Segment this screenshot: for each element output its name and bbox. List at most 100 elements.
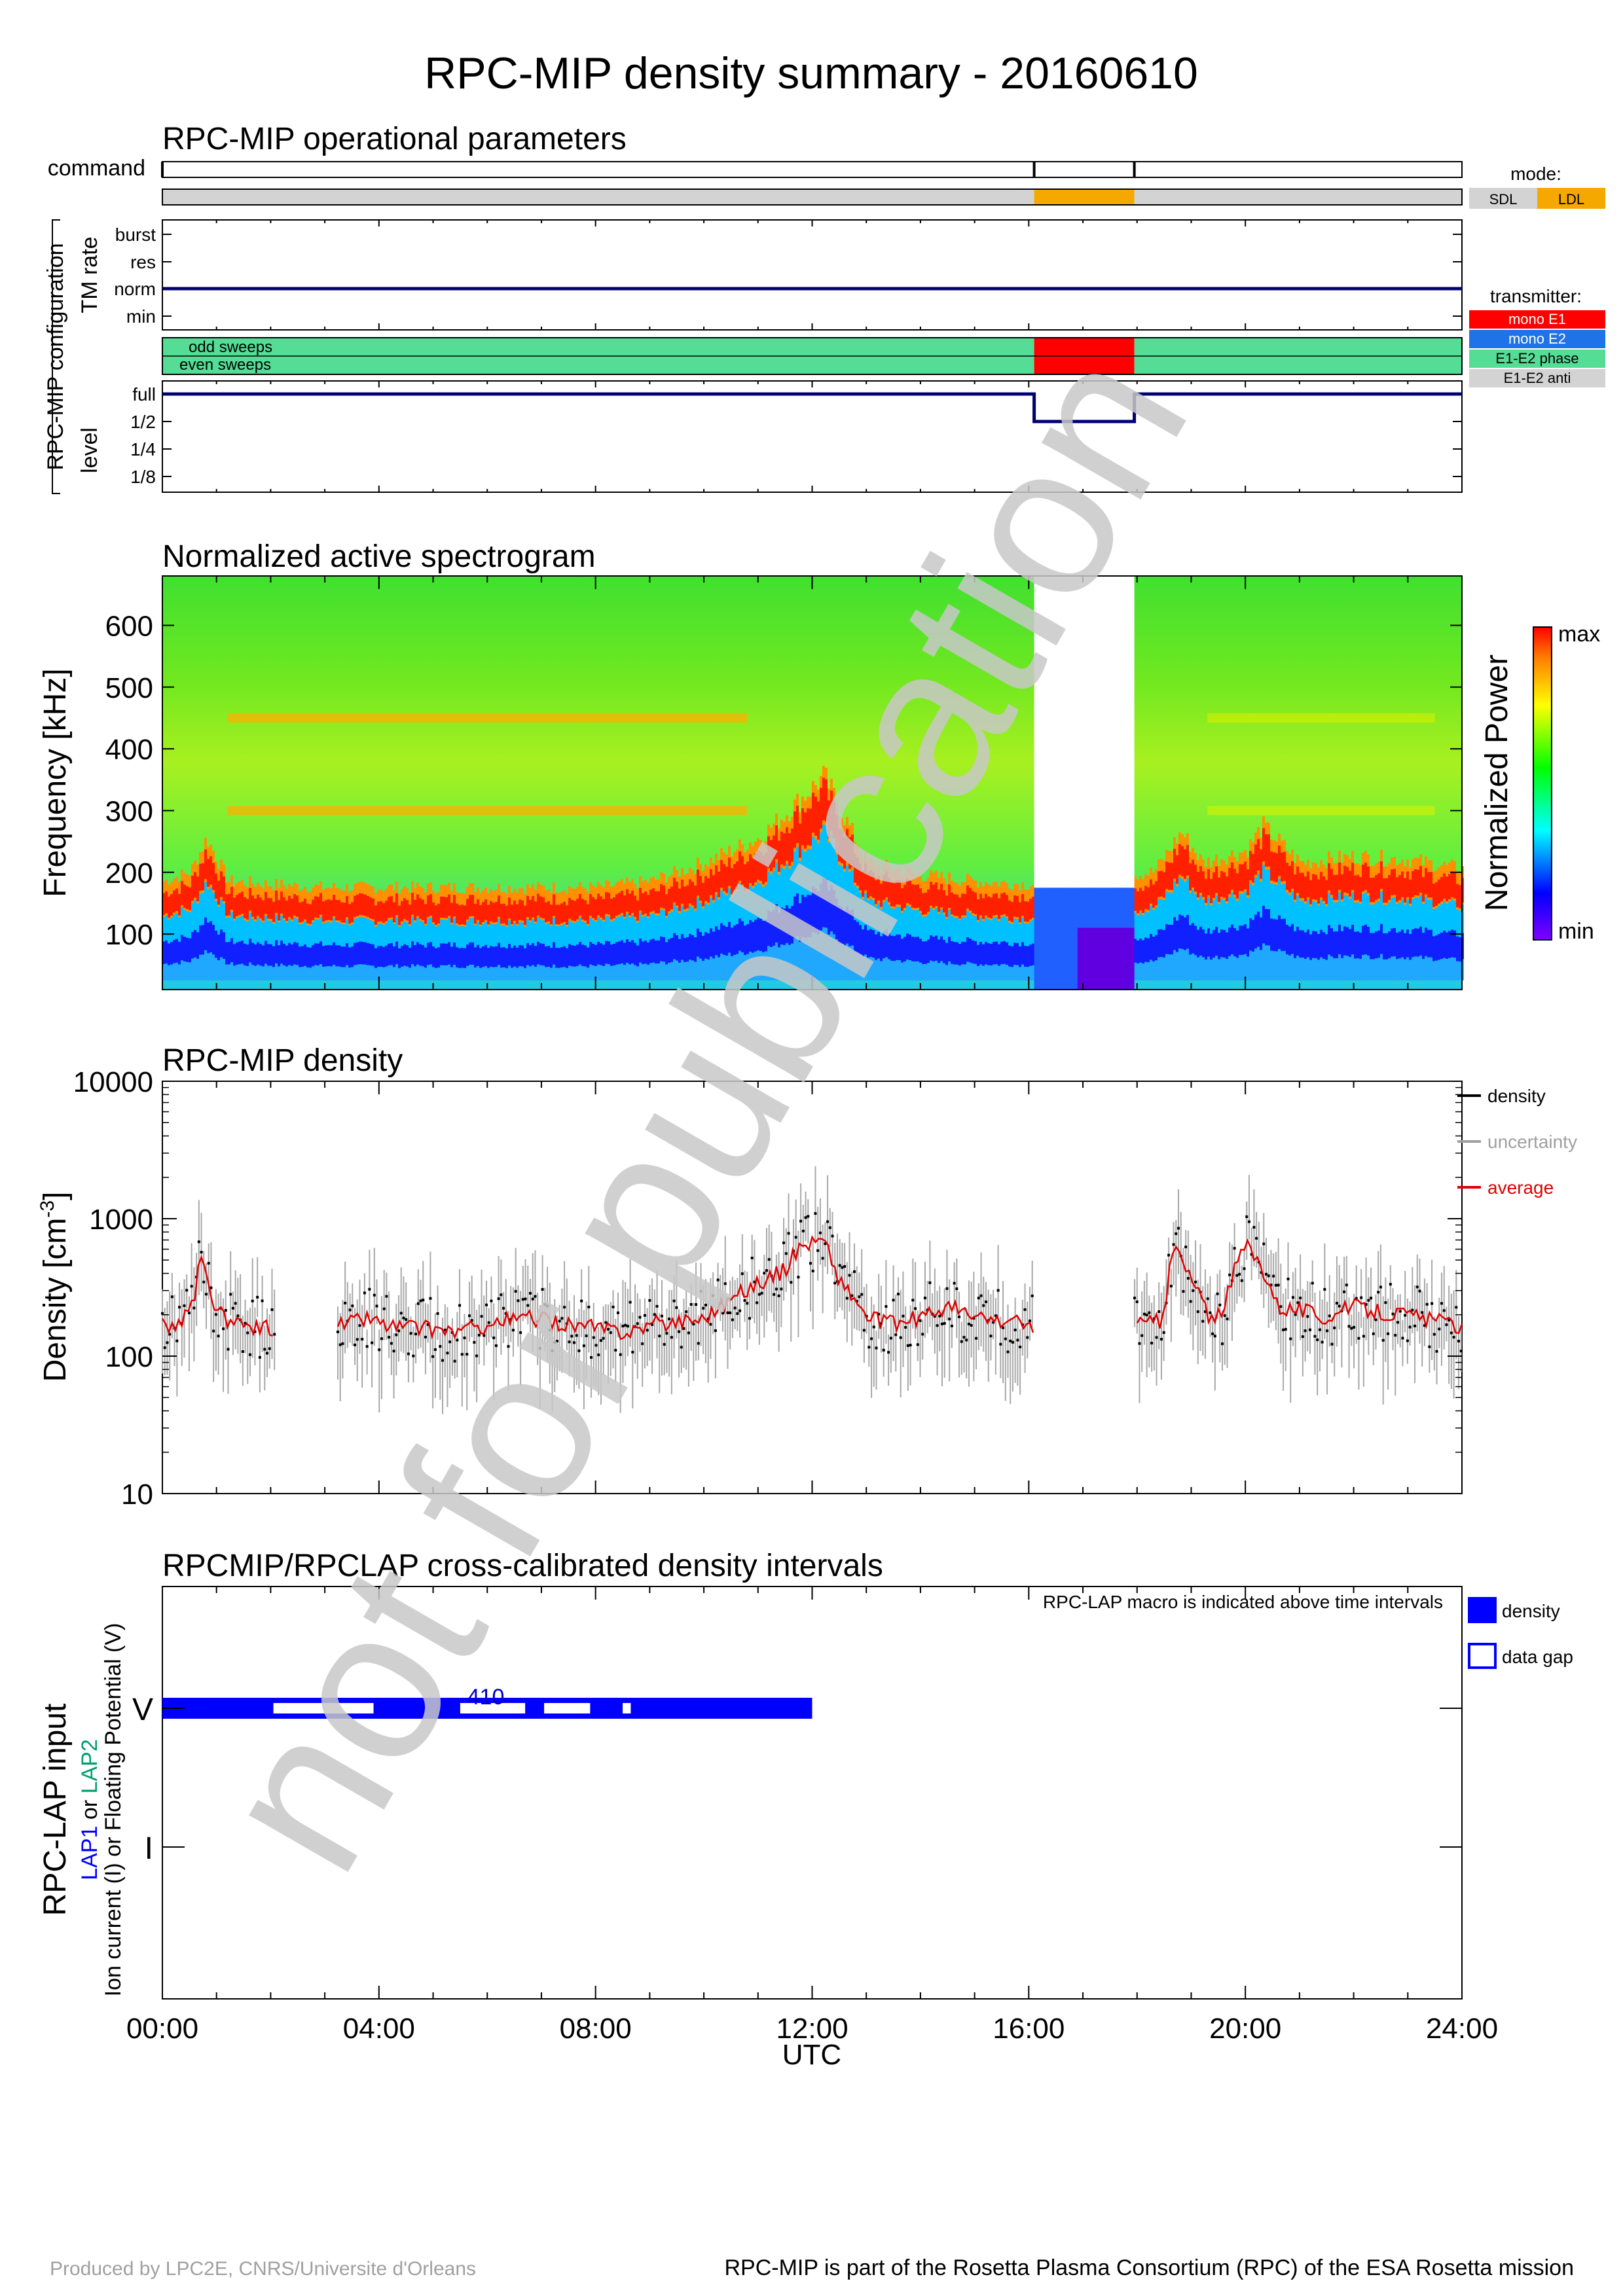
density-point — [858, 1295, 861, 1299]
density-point — [897, 1293, 900, 1296]
spec-column-low — [608, 964, 610, 980]
spec-column-cyan — [429, 917, 432, 947]
spec-column-cyan — [1205, 905, 1207, 940]
spec-column-blue — [424, 947, 427, 968]
spec-column-cyan — [437, 925, 440, 952]
spec-column-low — [859, 954, 862, 980]
spec-column-low — [919, 962, 922, 980]
spec-column-blue — [1194, 925, 1197, 956]
spec-column-low — [304, 965, 306, 980]
spec-column-red — [1008, 900, 1011, 921]
spec-column-blue — [479, 948, 482, 968]
density-point — [1343, 1290, 1346, 1293]
spec-column-cyan — [851, 870, 854, 918]
spec-column-cyan — [1218, 904, 1220, 939]
spec-column-blue — [610, 944, 613, 966]
spec-column-red — [576, 899, 579, 920]
spec-column-blue — [1281, 919, 1283, 952]
spec-column-blue — [869, 929, 872, 958]
spec-column-low — [1147, 962, 1150, 980]
spec-column-red — [1236, 873, 1239, 899]
spec-column-cyan — [663, 910, 665, 943]
spec-column-cyan — [545, 924, 547, 951]
spec-column-low — [903, 961, 906, 980]
spec-column-blue — [804, 897, 807, 939]
spec-column-blue — [1199, 926, 1202, 956]
density-point — [867, 1346, 871, 1349]
spec-column-blue — [846, 906, 848, 944]
density-point — [1394, 1334, 1397, 1337]
spec-column-blue — [228, 942, 230, 965]
spec-column-cyan — [435, 926, 437, 953]
spec-column-low — [825, 927, 828, 980]
density-point — [385, 1295, 388, 1298]
spec-column-blue — [364, 942, 367, 965]
spec-column-low — [1362, 955, 1364, 980]
spec-column-blue — [890, 935, 893, 961]
spec-column-red — [686, 885, 689, 908]
spec-column-cyan — [979, 917, 982, 947]
spec-column-blue — [537, 941, 539, 965]
spec-column-red — [793, 811, 796, 848]
spec-column-red — [338, 900, 340, 921]
density-point — [850, 1294, 854, 1297]
spec-column-cyan — [521, 922, 524, 950]
spec-column-red — [684, 886, 686, 910]
tm-level-label: burst — [115, 224, 156, 245]
spec-column-low — [183, 961, 186, 980]
spec-column-low — [1338, 954, 1341, 980]
spec-column-blue — [592, 943, 594, 966]
density-point — [453, 1359, 456, 1363]
spec-column-cyan — [731, 897, 733, 934]
density-point — [609, 1331, 612, 1335]
spec-column-blue — [1459, 937, 1461, 962]
spec-column-blue — [1427, 929, 1430, 958]
spec-column-low — [1320, 957, 1322, 980]
spec-column-blue — [783, 908, 786, 945]
spec-column-blue — [568, 944, 571, 966]
spec-column-low — [1160, 957, 1163, 980]
density-point — [841, 1266, 844, 1269]
density-point — [1167, 1253, 1171, 1257]
spec-column-blue — [1171, 924, 1173, 955]
density-point — [663, 1343, 666, 1346]
spec-column-red — [911, 884, 914, 908]
spec-column-cyan — [896, 906, 898, 941]
spec-column-low — [511, 967, 513, 980]
spec-column-low — [464, 968, 466, 980]
spec-column-red — [1309, 880, 1312, 905]
spec-column-blue — [327, 944, 330, 967]
spec-column-red — [217, 880, 220, 905]
spec-column-low — [833, 934, 835, 980]
spec-column-red — [788, 833, 791, 866]
spec-column-low — [581, 965, 584, 980]
spec-column-red — [1401, 871, 1404, 897]
spec-column-low — [1388, 958, 1391, 980]
spec-column-red — [1202, 871, 1205, 897]
spec-column-low — [985, 964, 987, 980]
density-point — [1357, 1336, 1360, 1340]
spec-column-blue — [830, 885, 833, 932]
spec-column-low — [560, 967, 563, 980]
spec-column-blue — [503, 947, 505, 968]
spec-column-red — [196, 876, 199, 901]
spec-column-blue — [1165, 924, 1168, 954]
spec-column-low — [210, 952, 212, 980]
spec-column-low — [741, 952, 744, 980]
spec-column-blue — [634, 942, 636, 965]
spec-column-cyan — [1262, 865, 1265, 914]
density-point — [1301, 1335, 1304, 1338]
spec-column-red — [440, 896, 443, 918]
density-ytick-label: 10 — [121, 1479, 153, 1511]
spec-column-low — [924, 963, 927, 980]
density-point — [685, 1310, 688, 1314]
density-point — [965, 1338, 968, 1342]
spec-column-low — [474, 967, 477, 980]
spec-column-low — [505, 968, 508, 980]
spec-column-blue — [600, 943, 602, 965]
spec-column-cyan — [1163, 900, 1165, 937]
spec-column-blue — [482, 946, 484, 967]
spec-column-low — [1330, 956, 1333, 980]
spec-column-cyan — [917, 910, 919, 942]
